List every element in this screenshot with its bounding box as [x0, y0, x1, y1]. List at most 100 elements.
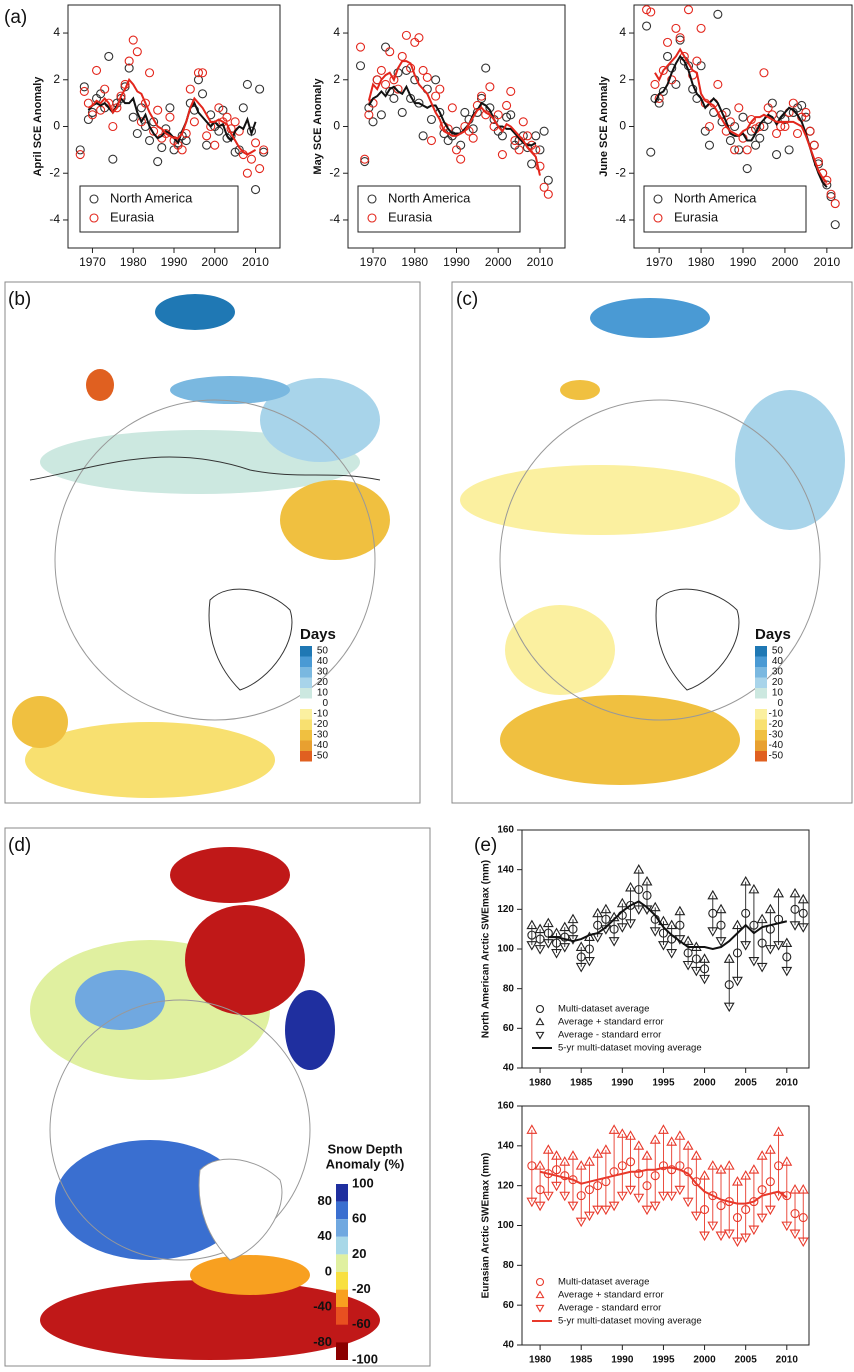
- data-point: [238, 103, 248, 113]
- data-point: [181, 135, 191, 146]
- y-tick-label: 4: [619, 25, 626, 39]
- y-axis-label: North American Arctic SWEmax (mm): [481, 860, 492, 1038]
- data-point: [790, 1209, 800, 1219]
- data-point: [534, 945, 546, 955]
- legend-swatch: [300, 709, 312, 720]
- data-point: [671, 79, 681, 89]
- data-point: [666, 919, 678, 930]
- data-point: [671, 23, 681, 33]
- y-tick-label: -4: [49, 212, 60, 226]
- x-tick-label: 1990: [443, 255, 470, 269]
- data-point: [738, 112, 748, 122]
- map-region: [170, 376, 290, 404]
- data-point: [781, 937, 793, 947]
- y-tick-label: 140: [497, 1140, 514, 1151]
- data-point: [826, 189, 836, 199]
- legend-title: Snow Depth: [327, 1141, 402, 1156]
- legend-marker: [89, 213, 99, 223]
- data-point: [755, 121, 765, 132]
- data-point: [255, 164, 265, 174]
- data-point: [657, 1124, 669, 1134]
- data-point: [426, 114, 437, 125]
- data-point: [715, 903, 727, 914]
- data-point: [531, 131, 541, 141]
- map-region: [75, 970, 165, 1030]
- data-point: [797, 1237, 809, 1248]
- panel-label: (c): [456, 289, 478, 310]
- legend-label: 30: [317, 667, 329, 678]
- legend-label: 20: [352, 1246, 366, 1261]
- x-tick-label: 2010: [776, 1355, 799, 1366]
- data-point: [633, 864, 645, 874]
- legend-label: 10: [772, 688, 784, 699]
- data-point: [414, 33, 424, 43]
- data-point: [575, 1217, 587, 1228]
- data-point: [797, 923, 809, 933]
- data-point: [690, 1211, 702, 1222]
- data-point: [360, 156, 370, 167]
- data-point: [675, 35, 685, 45]
- data-point: [157, 142, 167, 153]
- data-point: [683, 948, 693, 958]
- x-tick-label: 1980: [688, 255, 715, 269]
- map-region: [260, 378, 380, 462]
- data-point: [242, 79, 252, 89]
- data-point: [765, 1177, 775, 1187]
- data-point: [91, 65, 102, 75]
- data-point: [751, 140, 761, 150]
- data-point: [830, 220, 840, 230]
- x-tick-label: 1970: [646, 255, 673, 269]
- data-point: [641, 875, 653, 886]
- data-point: [792, 128, 803, 139]
- legend-label: 40: [772, 656, 784, 667]
- data-point: [108, 121, 118, 132]
- legend-swatch: [755, 730, 767, 741]
- data-point: [527, 930, 537, 940]
- data-point: [625, 919, 636, 929]
- data-point: [592, 907, 604, 918]
- data-point: [87, 107, 98, 118]
- legend-box: [79, 185, 239, 233]
- data-point: [732, 976, 743, 987]
- data-point: [389, 75, 399, 85]
- data-point: [759, 68, 769, 78]
- data-point: [748, 1164, 760, 1174]
- data-point: [534, 1160, 546, 1170]
- data-point: [682, 1197, 694, 1208]
- data-point: [193, 68, 204, 78]
- data-point: [493, 110, 503, 120]
- data-point: [108, 154, 118, 164]
- x-tick-label: 2000: [693, 1355, 716, 1366]
- data-point: [451, 145, 462, 155]
- data-point: [756, 1213, 768, 1224]
- data-point: [724, 980, 734, 990]
- data-point: [741, 908, 751, 918]
- legend-swatch: [755, 719, 767, 730]
- data-point: [696, 23, 706, 33]
- x-tick-label: 2010: [776, 1078, 799, 1089]
- x-tick-label: 2010: [813, 255, 840, 269]
- data-point: [674, 905, 686, 916]
- data-point: [497, 131, 507, 141]
- data-point: [584, 1185, 594, 1195]
- legend-title: Anomaly (%): [326, 1156, 405, 1171]
- data-point: [506, 86, 516, 97]
- data-point: [732, 948, 743, 958]
- legend-swatch: [336, 1236, 348, 1255]
- data-point: [497, 149, 507, 160]
- data-point: [662, 37, 673, 47]
- data-point: [526, 941, 538, 951]
- data-point: [756, 913, 768, 924]
- legend-label: -20: [769, 719, 784, 730]
- data-point: [527, 159, 537, 169]
- data-point: [773, 1126, 785, 1136]
- data-point: [798, 1212, 808, 1223]
- data-point: [539, 126, 549, 136]
- data-point: [510, 140, 520, 150]
- legend-swatch: [300, 656, 312, 667]
- legend-label: Average + standard error: [558, 1290, 664, 1301]
- y-tick-label: 60: [503, 1023, 515, 1034]
- data-point: [683, 5, 694, 15]
- data-point: [608, 1201, 620, 1212]
- data-point: [197, 89, 208, 99]
